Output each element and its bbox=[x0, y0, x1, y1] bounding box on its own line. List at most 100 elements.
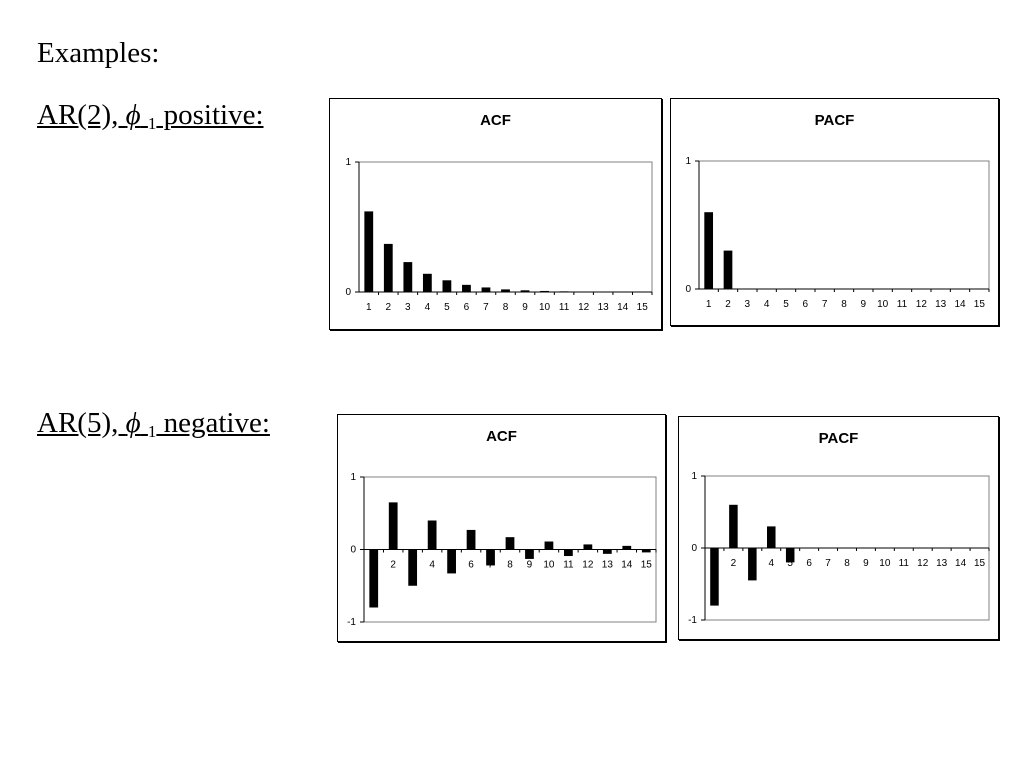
bar bbox=[505, 537, 515, 550]
x-tick-label: 14 bbox=[617, 302, 629, 313]
x-tick-label: 10 bbox=[539, 302, 551, 313]
x-tick-label: 11 bbox=[559, 302, 570, 313]
bar bbox=[748, 548, 757, 581]
x-tick-label: 12 bbox=[917, 558, 929, 569]
bar bbox=[729, 504, 738, 548]
x-tick-label: 15 bbox=[974, 558, 986, 569]
bar bbox=[364, 211, 374, 292]
x-tick-label: 1 bbox=[712, 558, 718, 569]
x-tick-label: 8 bbox=[841, 299, 847, 310]
acf-chart-ar5: ACF -1 0 1 1 2 3 4 5 6 7 8 9 10 11 12 13 14 15 bbox=[337, 414, 666, 642]
x-tick-label: 8 bbox=[507, 560, 513, 571]
bar bbox=[422, 273, 432, 292]
section-prefix: AR(2), bbox=[37, 99, 126, 131]
bar bbox=[427, 520, 437, 550]
x-tick-label: 6 bbox=[468, 560, 474, 571]
x-tick-label: 2 bbox=[725, 299, 731, 310]
x-tick-label: 8 bbox=[844, 558, 850, 569]
x-tick-label: 2 bbox=[390, 560, 396, 571]
x-tick-label: 1 bbox=[371, 560, 377, 571]
x-tick-label: 12 bbox=[578, 302, 590, 313]
chart-title: ACF bbox=[486, 428, 517, 445]
x-tick-label: 15 bbox=[641, 560, 653, 571]
x-tick-label: 13 bbox=[936, 558, 948, 569]
bar bbox=[403, 262, 413, 292]
x-tick-label: 10 bbox=[879, 558, 891, 569]
x-tick-label: 4 bbox=[764, 299, 770, 310]
bar bbox=[767, 526, 776, 548]
bar bbox=[481, 287, 491, 292]
x-tick-label: 3 bbox=[410, 560, 416, 571]
x-tick-label: 3 bbox=[405, 302, 411, 313]
x-tick-label: 4 bbox=[768, 558, 774, 569]
x-tick-label: 4 bbox=[429, 560, 435, 571]
x-tick-label: 11 bbox=[899, 558, 910, 569]
x-tick-label: 6 bbox=[803, 299, 809, 310]
section-label-ar2: AR(2), ϕ 1 positive: bbox=[37, 96, 264, 143]
bar bbox=[559, 291, 569, 292]
bar bbox=[544, 541, 554, 550]
section-suffix: negative: bbox=[156, 407, 270, 439]
x-tick-label: 9 bbox=[522, 302, 528, 313]
x-tick-label: 14 bbox=[954, 299, 966, 310]
x-tick-label: 10 bbox=[877, 299, 889, 310]
chart-title: PACF bbox=[815, 112, 855, 129]
bar bbox=[462, 284, 471, 292]
bar bbox=[602, 549, 612, 554]
y-tick-label: 0 bbox=[350, 545, 356, 556]
bar bbox=[369, 549, 379, 608]
chart-title: ACF bbox=[480, 112, 511, 129]
phi-symbol: ϕ bbox=[125, 407, 141, 439]
x-tick-label: 7 bbox=[488, 560, 494, 571]
x-tick-label: 4 bbox=[425, 302, 431, 313]
x-tick-label: 9 bbox=[863, 558, 869, 569]
plot-area bbox=[358, 161, 653, 293]
bar bbox=[785, 548, 795, 563]
x-tick-label: 8 bbox=[503, 302, 509, 313]
phi-symbol: ϕ bbox=[125, 99, 141, 131]
y-tick-label: 1 bbox=[691, 471, 697, 482]
x-tick-label: 6 bbox=[806, 558, 812, 569]
y-tick-label: 0 bbox=[345, 287, 351, 298]
x-tick-label: 7 bbox=[825, 558, 831, 569]
bar bbox=[622, 545, 632, 550]
bar bbox=[525, 549, 534, 559]
bar bbox=[442, 280, 452, 292]
x-tick-label: 12 bbox=[582, 560, 594, 571]
pacf-chart-ar5: PACF -1 0 1 1 2 3 4 5 6 7 8 9 10 11 12 13 14 15 bbox=[678, 416, 999, 640]
x-tick-label: 11 bbox=[563, 560, 574, 571]
bar bbox=[501, 289, 510, 292]
bar bbox=[388, 502, 398, 550]
bar bbox=[408, 549, 418, 586]
bar bbox=[641, 549, 651, 553]
y-tick-label: 1 bbox=[345, 157, 351, 168]
y-tick-label: 1 bbox=[685, 156, 691, 167]
bar bbox=[383, 243, 393, 292]
x-tick-label: 3 bbox=[750, 558, 756, 569]
x-tick-label: 15 bbox=[637, 302, 649, 313]
bar bbox=[447, 549, 456, 574]
bar bbox=[710, 548, 719, 606]
x-tick-label: 14 bbox=[621, 560, 633, 571]
x-tick-label: 14 bbox=[955, 558, 967, 569]
section-suffix: positive: bbox=[156, 99, 264, 131]
y-tick-label: -1 bbox=[688, 615, 697, 626]
phi-subscript: 1 bbox=[147, 422, 157, 441]
bar bbox=[704, 212, 714, 289]
y-tick-label: 0 bbox=[685, 284, 691, 295]
x-tick-label: 13 bbox=[598, 302, 610, 313]
bar bbox=[520, 290, 530, 292]
x-tick-label: 13 bbox=[935, 299, 947, 310]
x-tick-label: 15 bbox=[974, 299, 986, 310]
acf-chart-ar2: ACF 0 1 1 2 3 4 5 6 7 8 9 10 11 12 13 14 15 bbox=[329, 98, 662, 330]
x-tick-label: 6 bbox=[464, 302, 470, 313]
y-tick-label: 1 bbox=[350, 472, 356, 483]
bar bbox=[486, 549, 495, 566]
y-tick-label: -1 bbox=[347, 617, 356, 628]
phi-subscript: 1 bbox=[147, 114, 157, 133]
x-tick-label: 7 bbox=[483, 302, 489, 313]
x-tick-label: 2 bbox=[386, 302, 392, 313]
